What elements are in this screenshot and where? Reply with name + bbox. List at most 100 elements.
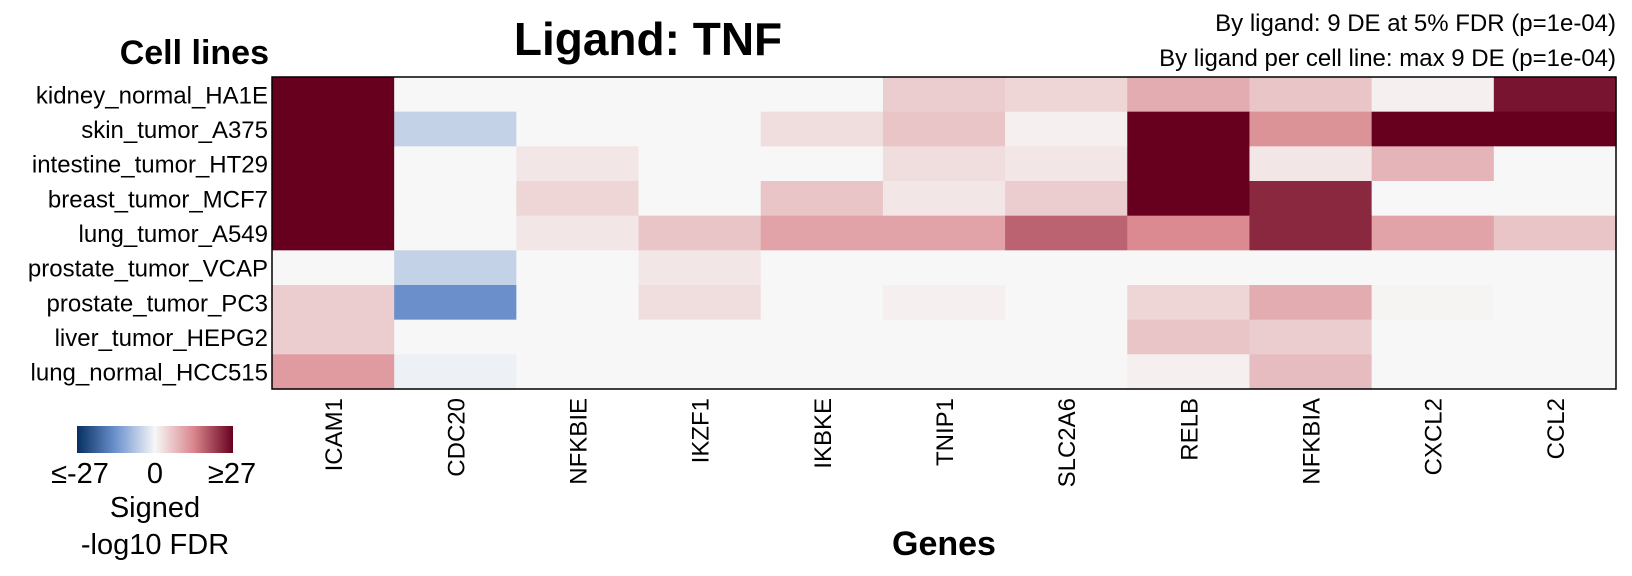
heatmap-cell [638, 354, 762, 390]
heatmap-border [271, 76, 1617, 390]
row-labels: kidney_normal_HA1E skin_tumor_A375intesti… [28, 82, 268, 386]
heatmap-cell [1371, 146, 1495, 182]
heatmap-cell [1371, 354, 1495, 390]
heatmap-cell [516, 77, 640, 113]
heatmap-cell [1249, 77, 1373, 113]
heatmap-cell [1493, 319, 1617, 355]
heatmap-cell [1127, 111, 1251, 147]
heatmap-cell [1127, 215, 1251, 251]
heatmap-cell [760, 285, 884, 321]
legend-tick-zero: 0 [147, 458, 163, 490]
heatmap-cell [272, 146, 395, 182]
row-label: lung_normal_HCC515 [31, 360, 268, 387]
heatmap-cell [1249, 319, 1373, 355]
heatmap-cell [760, 146, 884, 182]
heatmap-cell [882, 215, 1006, 251]
heatmap-cell [1249, 354, 1373, 390]
heatmap-cell [516, 250, 640, 286]
heatmap-cell [1249, 215, 1373, 251]
heatmap-cell [1493, 111, 1617, 147]
heatmap-cell [394, 319, 517, 355]
heatmap-cell [272, 319, 395, 355]
row-label: kidney_normal_HA1E [36, 82, 268, 109]
heatmap-cell [760, 250, 884, 286]
heatmap-cell [1005, 285, 1128, 321]
heatmap-cell [394, 250, 517, 286]
heatmap-cell [882, 285, 1006, 321]
heatmap-cell [1371, 181, 1495, 217]
row-label: intestine_tumor_HT29 [32, 152, 268, 179]
heatmap-cell [1493, 146, 1617, 182]
column-label: SLC2A6 [1054, 398, 1081, 487]
annotation-by-ligand: By ligand: 9 DE at 5% FDR (p=1e-04) [1215, 10, 1616, 37]
heatmap-cell [272, 215, 395, 251]
column-label: RELB [1176, 398, 1203, 461]
heatmap-cell [638, 77, 762, 113]
heatmap-cell [1005, 250, 1128, 286]
column-label: TNIP1 [932, 398, 959, 466]
heatmap-cell [1249, 111, 1373, 147]
heatmap-cell [882, 354, 1006, 390]
heatmap-cell [272, 77, 395, 113]
heatmap-cell [638, 111, 762, 147]
heatmap-cell [1127, 354, 1251, 390]
heatmap-cell [1127, 146, 1251, 182]
heatmap-cell [1371, 250, 1495, 286]
column-labels: ICAM1 CDC20 NFKBIE IKZF1 IKBKE TNIP1 SLC2A6 REL… [321, 398, 1570, 487]
heatmap-cell [394, 77, 517, 113]
heatmap-cell [638, 285, 762, 321]
heatmap-cell [1493, 354, 1617, 390]
heatmap-cell [1371, 215, 1495, 251]
heatmap-cell [882, 250, 1006, 286]
legend-colorbar [77, 426, 233, 453]
legend-title-line2: -log10 FDR [81, 529, 229, 561]
heatmap-cell [1005, 319, 1128, 355]
heatmap-cell [516, 354, 640, 390]
heatmap-cell [760, 354, 884, 390]
heatmap-cell [1005, 181, 1128, 217]
column-label: NFKBIA [1299, 398, 1326, 485]
row-label: breast_tumor_MCF7 [48, 186, 268, 213]
heatmap-cell [272, 181, 395, 217]
heatmap-cell [516, 319, 640, 355]
heatmap-cell [882, 111, 1006, 147]
heatmap-cell [1249, 146, 1373, 182]
y-axis-title: Cell lines [120, 34, 269, 72]
heatmap-cell [1493, 77, 1617, 113]
heatmap-cell [882, 181, 1006, 217]
heatmap-cell [394, 285, 517, 321]
column-label: CDC20 [443, 398, 470, 477]
heatmap-cell [1127, 181, 1251, 217]
heatmap-cell [1493, 285, 1617, 321]
heatmap-cell [1005, 111, 1128, 147]
heatmap-cell [760, 215, 884, 251]
heatmap-cell [394, 146, 517, 182]
legend-tick-max: ≥27 [208, 458, 256, 490]
heatmap-cell [882, 146, 1006, 182]
heatmap-cell [516, 181, 640, 217]
heatmap-cell [882, 77, 1006, 113]
chart-title: Ligand: TNF [514, 13, 782, 65]
heatmap-cell [760, 111, 884, 147]
heatmap-cell [1493, 250, 1617, 286]
heatmap-cell [1493, 215, 1617, 251]
legend-title-line1: Signed [110, 492, 200, 524]
heatmap-cell [272, 250, 395, 286]
heatmap-cell [516, 285, 640, 321]
heatmap-cell [638, 250, 762, 286]
heatmap-cell [1249, 181, 1373, 217]
heatmap-cell [638, 181, 762, 217]
heatmap-cell [1127, 319, 1251, 355]
heatmap-cell [1371, 285, 1495, 321]
annotation-by-cell-line: By ligand per cell line: max 9 DE (p=1e-… [1159, 45, 1616, 72]
heatmap-cell [1493, 181, 1617, 217]
heatmap-cell [760, 77, 884, 113]
heatmap-cell [1127, 77, 1251, 113]
column-label: IKBKE [810, 398, 837, 469]
heatmap-cell [394, 215, 517, 251]
heatmap-cell [272, 285, 395, 321]
heatmap-cell [1249, 250, 1373, 286]
column-label: CXCL2 [1421, 398, 1448, 475]
row-label: lung_tumor_A549 [79, 221, 268, 248]
